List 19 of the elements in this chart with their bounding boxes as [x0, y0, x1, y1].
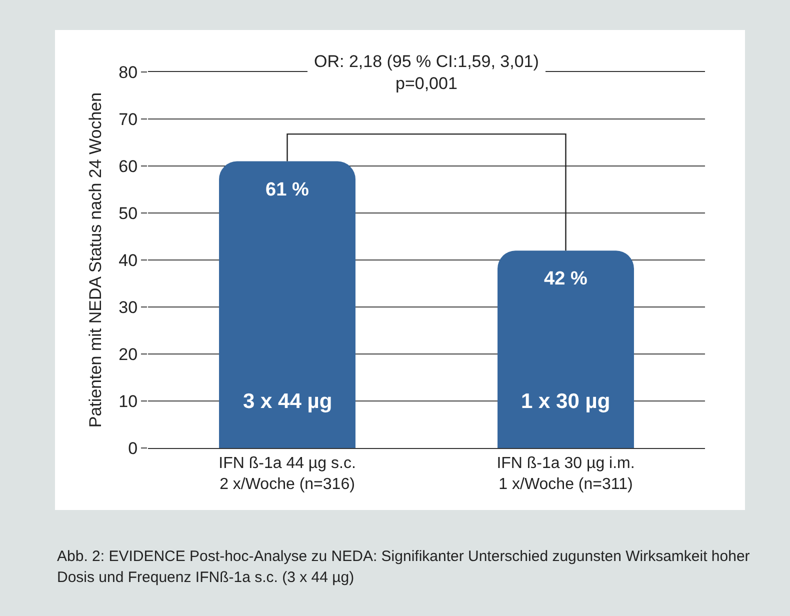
y-tick-label: 30 [118, 298, 138, 317]
annotation: 3 x 44 µg [243, 390, 332, 413]
y-axis-title: Patienten mit NEDA Status nach 24 Wochen [86, 92, 106, 428]
annotation: 1 x 30 µg [521, 390, 610, 413]
y-tick-label: 70 [118, 110, 138, 129]
y-tick-label: 20 [118, 344, 138, 364]
y-tick-label: 60 [118, 156, 138, 176]
text: OR: 2,18 (95 % CI:1,59, 3,01) [314, 52, 539, 71]
y-tick-label: 50 [118, 204, 138, 223]
y-tick-label: 80 [118, 62, 138, 82]
annotation: p=0,001 [395, 74, 458, 94]
y-tick-label: 40 [118, 250, 138, 270]
data-label: 61 % [266, 179, 309, 200]
x-tick-label: IFN ß-1a 44 µg s.c. 2 x/Woche (n=316) [218, 455, 356, 493]
data-label: 42 % [544, 268, 588, 290]
x-tick-label: IFN ß-1a 30 µg i.m. 1 x/Woche (n=311) [496, 455, 635, 493]
caption: Abb. 2: EVIDENCE Post-hoc-Analyse zu NEDA: Signifikanter Unterschied zugunsten Wirksamkeit hoher Dosis und Frequenz IFNß-1a s.c. (3 x 44 µg) [57, 547, 751, 588]
y-tick-label: 0 [128, 438, 138, 458]
y-tick-label: 10 [118, 392, 138, 411]
